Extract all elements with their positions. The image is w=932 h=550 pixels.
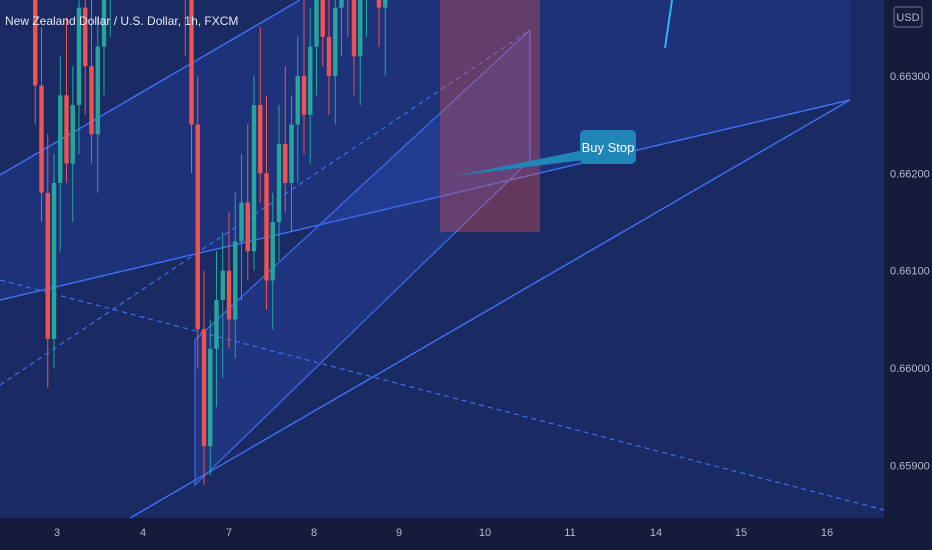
candle-body — [314, 0, 319, 47]
candle-body — [326, 36, 332, 76]
time-axis-background — [0, 518, 884, 550]
candle-body — [208, 348, 213, 447]
projection-arrow — [664, 0, 673, 49]
candle-body — [201, 329, 207, 447]
candle-body — [76, 7, 82, 106]
plot-background — [0, 0, 884, 518]
candle-body — [264, 173, 269, 281]
candle-body — [308, 46, 313, 115]
candle-body — [89, 66, 94, 135]
candle-body — [383, 0, 388, 8]
candle-body — [320, 0, 325, 37]
lower-support-line — [129, 99, 851, 519]
price-axis[interactable]: 0.669000.664000.663000.662000.661000.660… — [890, 0, 930, 473]
candle-body — [83, 7, 88, 67]
candle-body — [233, 241, 238, 320]
candle-body — [70, 105, 75, 164]
upper-channel-top-line — [0, 0, 301, 176]
x-tick-label: 4 — [140, 527, 146, 539]
candle-body — [33, 0, 38, 86]
x-tick-label: 11 — [564, 527, 575, 539]
y-tick-label: 0.66300 — [890, 71, 930, 83]
chart-title: New Zealand Dollar / U.S. Dollar, 1h, FX… — [5, 14, 238, 28]
candle-body — [45, 192, 50, 339]
candle-body — [339, 0, 344, 8]
upper-channel-bottom-line — [0, 99, 851, 301]
currency-label: USD — [896, 12, 919, 24]
candle-body — [358, 0, 363, 57]
buy-stop-callout[interactable] — [580, 130, 636, 164]
time-axis[interactable]: 3 4 7 8 9 10 11 14 15 16 — [54, 527, 833, 539]
x-tick-label: 15 — [735, 527, 747, 539]
candle-body — [351, 0, 357, 57]
overlay-layer: Buy Stop — [455, 130, 636, 176]
x-tick-label: 3 — [54, 527, 60, 539]
candle-body — [376, 0, 382, 8]
y-tick-label: 0.66200 — [890, 168, 930, 180]
price-axis-background — [884, 0, 932, 550]
candle-body — [58, 95, 63, 184]
candle-body — [301, 75, 307, 115]
x-tick-label: 16 — [821, 527, 833, 539]
candle-body — [101, 0, 107, 47]
candle-body — [276, 144, 282, 222]
candle-body — [251, 105, 257, 252]
candle-body — [195, 124, 200, 330]
candle-body — [51, 183, 57, 339]
x-tick-label: 7 — [226, 527, 232, 539]
x-tick-label: 9 — [396, 527, 402, 539]
candle-body — [39, 85, 44, 193]
currency-badge[interactable] — [893, 6, 923, 28]
candle-body — [295, 75, 300, 125]
candle-body — [226, 270, 232, 320]
candle-body — [239, 202, 244, 242]
stop-zone — [440, 0, 540, 232]
x-tick-label: 10 — [479, 527, 491, 539]
y-tick-label: 0.66000 — [890, 363, 930, 375]
x-tick-label: 8 — [311, 527, 317, 539]
rising-channel — [194, 28, 531, 487]
candle-body — [333, 7, 338, 76]
y-tick-label: 0.65900 — [890, 461, 930, 473]
candle-body — [258, 105, 263, 174]
candle-body — [64, 95, 69, 164]
candle-body — [189, 0, 194, 125]
candle-body — [95, 46, 100, 135]
candle-body — [289, 124, 294, 184]
buy-stop-label: Buy Stop — [582, 140, 635, 155]
candle-body — [270, 222, 275, 281]
upper-channel-fill — [0, 0, 850, 300]
y-tick-label: 0.66100 — [890, 266, 930, 278]
x-tick-label: 14 — [650, 527, 662, 539]
candles-layer — [33, 0, 388, 486]
callout-pointer — [455, 150, 584, 176]
candle-body — [220, 270, 225, 300]
candle-body — [214, 299, 219, 349]
candle-body — [245, 202, 250, 252]
candle-body — [283, 144, 288, 184]
